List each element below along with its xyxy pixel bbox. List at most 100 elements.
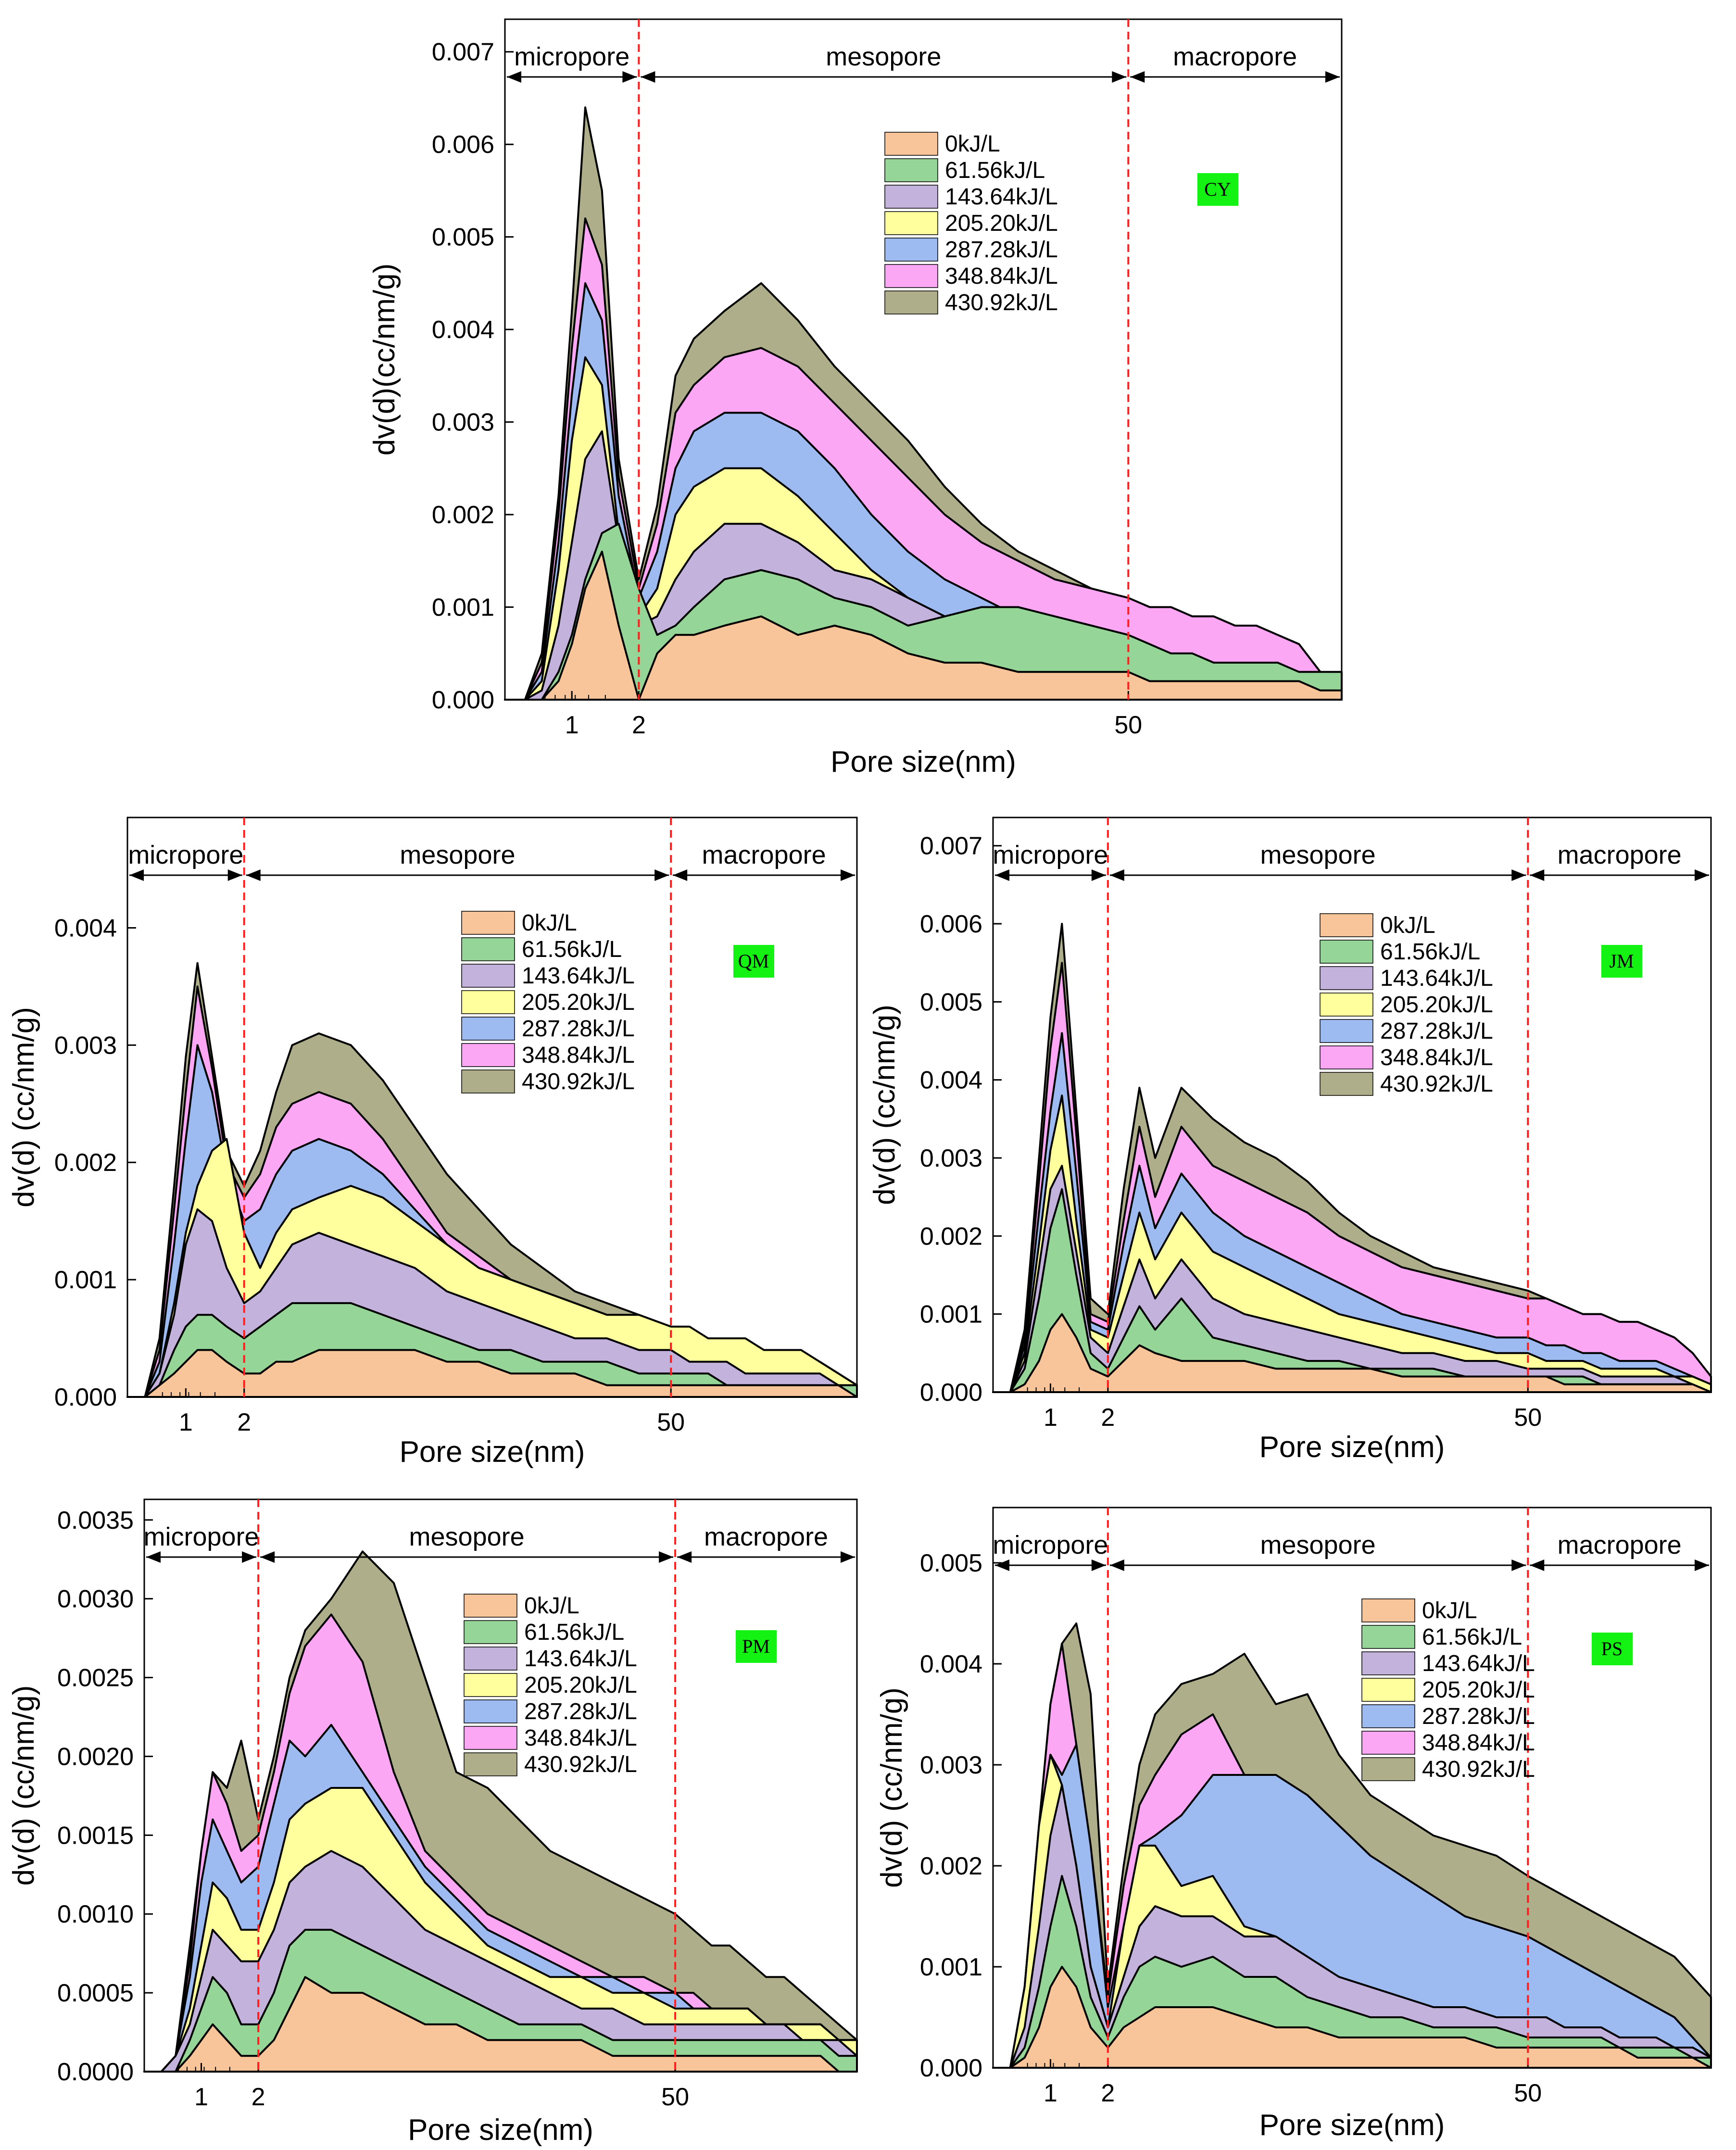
x-tick-label: 2 xyxy=(632,711,646,739)
y-tick-label: 0.0010 xyxy=(57,1900,134,1928)
arrow-right-icon xyxy=(227,869,242,881)
x-tick-label: 1 xyxy=(1044,1404,1057,1432)
arrow-right-icon xyxy=(1695,1559,1709,1571)
region-label-2: macropore xyxy=(702,841,826,869)
sample-tag-label: CY xyxy=(1204,178,1231,200)
y-tick-label: 0.003 xyxy=(54,1031,117,1059)
y-axis-title: dv(d)(cc/nm/g) xyxy=(368,264,401,456)
legend-label: 287.28kJ/L xyxy=(524,1699,637,1724)
arrow-right-icon xyxy=(841,1551,855,1563)
legend-swatch-0 xyxy=(1320,913,1373,937)
legend-swatch-5 xyxy=(884,264,938,288)
x-tick-label: 50 xyxy=(657,1408,685,1436)
arrow-left-icon xyxy=(995,869,1009,881)
region-label-1: mesopore xyxy=(1260,1531,1376,1559)
legend-swatch-0 xyxy=(464,1594,517,1618)
y-tick-label: 0.002 xyxy=(920,1222,982,1250)
legend-swatch-3 xyxy=(461,990,515,1014)
legend-label: 348.84kJ/L xyxy=(522,1043,635,1068)
legend-swatch-5 xyxy=(464,1726,517,1750)
legend-swatch-3 xyxy=(1320,993,1373,1017)
region-label-2: macropore xyxy=(1558,841,1682,869)
chart-panel-qm: 0.000 0.001 0.002 0.003 0.004 1 2 50 micropore me… xyxy=(7,817,858,1469)
region-label-0: micropore xyxy=(993,841,1108,869)
legend-swatch-1 xyxy=(1320,940,1373,964)
arrow-right-icon xyxy=(1112,71,1127,83)
region-label-1: mesopore xyxy=(826,42,941,71)
x-axis-title: Pore size(nm) xyxy=(1259,1431,1445,1464)
region-label-0: micropore xyxy=(514,42,629,71)
sample-tag-box xyxy=(1601,945,1642,978)
legend-swatch-5 xyxy=(1361,1731,1415,1755)
y-tick-label: 0.002 xyxy=(920,1852,982,1880)
region-label-2: macropore xyxy=(1558,1531,1682,1559)
y-tick-label: 0.003 xyxy=(432,409,494,437)
legend-swatch-1 xyxy=(461,937,515,961)
legend-label: 348.84kJ/L xyxy=(1422,1730,1535,1756)
area-series-0 xyxy=(143,1976,858,2073)
y-tick-label: 0.006 xyxy=(920,910,982,938)
area-series-0 xyxy=(992,1313,1712,1393)
legend-label: 0kJ/L xyxy=(524,1593,579,1619)
legend-label: 61.56kJ/L xyxy=(1422,1624,1522,1650)
legend-swatch-3 xyxy=(464,1673,517,1697)
legend-label: 61.56kJ/L xyxy=(1380,939,1480,965)
sample-tag-box xyxy=(733,945,774,978)
region-label-0: micropore xyxy=(993,1531,1108,1559)
legend-label: 143.64kJ/L xyxy=(1422,1651,1535,1676)
sample-tag-label: PS xyxy=(1601,1638,1623,1660)
region-label-0: micropore xyxy=(144,1522,259,1551)
y-tick-label: 0.0025 xyxy=(57,1664,134,1692)
legend-label: 430.92kJ/L xyxy=(524,1752,637,1777)
legend-swatch-6 xyxy=(1361,1757,1415,1781)
x-axis-title: Pore size(nm) xyxy=(408,2113,593,2147)
arrow-right-icon xyxy=(841,869,855,881)
y-tick-label: 0.0005 xyxy=(57,1979,134,2007)
legend-swatch-4 xyxy=(464,1699,517,1723)
arrow-left-icon xyxy=(677,1551,692,1563)
x-tick-label: 50 xyxy=(661,2083,689,2111)
y-tick-label: 0.004 xyxy=(54,914,117,942)
arrow-left-icon xyxy=(146,1551,161,1563)
arrow-right-icon xyxy=(622,71,637,83)
legend-swatch-4 xyxy=(1361,1704,1415,1728)
x-axis-title: Pore size(nm) xyxy=(400,1435,585,1469)
sample-tag-box xyxy=(736,1630,777,1663)
legend-swatch-0 xyxy=(884,132,938,156)
arrow-left-icon xyxy=(246,869,261,881)
arrow-left-icon xyxy=(1130,71,1145,83)
legend-label: 205.20kJ/L xyxy=(522,990,635,1015)
x-tick-label: 1 xyxy=(565,711,579,739)
arrow-right-icon xyxy=(1695,869,1709,881)
region-label-1: mesopore xyxy=(409,1522,525,1551)
y-tick-label: 0.004 xyxy=(920,1067,982,1094)
legend-swatch-4 xyxy=(461,1017,515,1041)
arrow-right-icon xyxy=(1091,869,1106,881)
legend-label: 430.92kJ/L xyxy=(522,1069,635,1094)
legend-swatch-6 xyxy=(461,1069,515,1094)
arrow-right-icon xyxy=(1091,1559,1106,1571)
x-tick-label: 2 xyxy=(252,2083,265,2111)
legend-swatch-2 xyxy=(461,964,515,988)
legend-label: 143.64kJ/L xyxy=(524,1646,637,1672)
legend-swatch-1 xyxy=(884,158,938,182)
y-tick-label: 0.000 xyxy=(920,2054,982,2082)
x-tick-label: 1 xyxy=(1044,2079,1057,2107)
legend-label: 287.28kJ/L xyxy=(1380,1018,1493,1044)
legend-label: 348.84kJ/L xyxy=(524,1725,637,1751)
y-tick-label: 0.001 xyxy=(920,1953,982,1981)
area-series-0 xyxy=(126,1349,858,1398)
legend-label: 0kJ/L xyxy=(522,910,577,936)
x-tick-label: 50 xyxy=(1514,2079,1542,2107)
plot-frame xyxy=(126,817,858,1398)
legend-label: 0kJ/L xyxy=(945,131,1000,157)
y-axis-title: dv(d) (cc/nm/g) xyxy=(7,1685,40,1886)
y-tick-label: 0.000 xyxy=(432,686,494,714)
legend-label: 61.56kJ/L xyxy=(524,1620,624,1645)
legend-label: 61.56kJ/L xyxy=(522,937,622,962)
y-tick-label: 0.005 xyxy=(920,1549,982,1577)
legend-label: 205.20kJ/L xyxy=(1380,992,1493,1018)
legend-swatch-5 xyxy=(1320,1045,1373,1069)
arrow-right-icon xyxy=(1511,869,1526,881)
